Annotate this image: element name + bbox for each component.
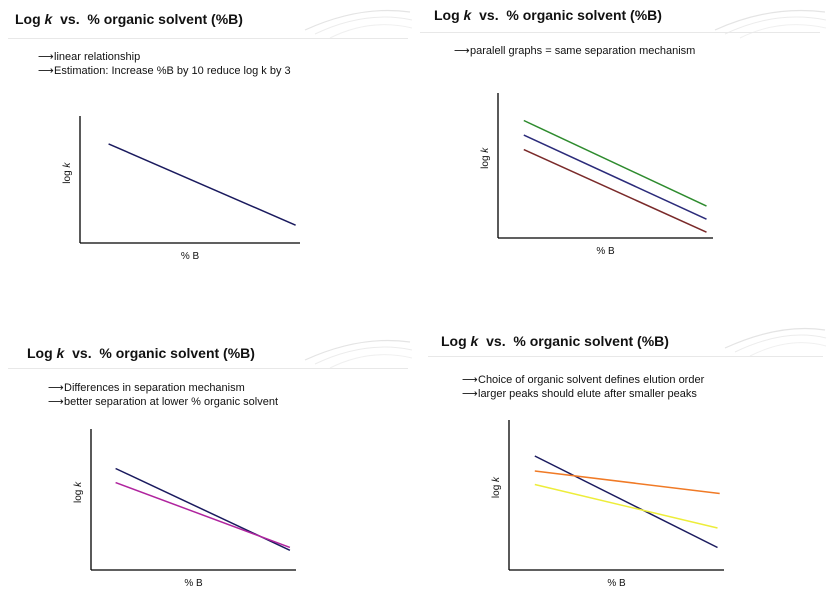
title-suffix: vs. % organic solvent (%B) bbox=[478, 333, 669, 349]
note-item: ⟶linear relationship bbox=[38, 50, 291, 64]
divider bbox=[8, 38, 408, 39]
series-line-2 bbox=[115, 481, 291, 549]
series-line-3 bbox=[523, 148, 707, 233]
note-item: ⟶Differences in separation mechanism bbox=[48, 381, 278, 395]
x-axis-label: % B bbox=[184, 578, 203, 589]
y-axis-label: log k bbox=[62, 162, 73, 184]
notes: ⟶linear relationship ⟶Estimation: Increa… bbox=[38, 50, 291, 78]
title-prefix: Log bbox=[434, 7, 464, 23]
x-axis-label: % B bbox=[181, 251, 200, 262]
note-text: Choice of organic solvent defines elutio… bbox=[478, 374, 705, 386]
panel-1: Log k vs. % organic solvent (%B) ⟶linear… bbox=[0, 0, 413, 300]
note-text: Differences in separation mechanism bbox=[64, 382, 245, 394]
panel-title: Log k vs. % organic solvent (%B) bbox=[441, 333, 669, 349]
panel-3: Log k vs. % organic solvent (%B) ⟶Differ… bbox=[0, 302, 413, 605]
series-line-1 bbox=[523, 119, 707, 207]
title-variable: k bbox=[56, 345, 65, 361]
arrow-icon: ⟶ bbox=[38, 51, 54, 63]
y-axis-label: log k bbox=[480, 147, 491, 169]
decorative-swoosh bbox=[304, 9, 413, 39]
decorative-swoosh bbox=[724, 327, 827, 357]
divider bbox=[8, 368, 408, 369]
note-item: ⟶Estimation: Increase %B by 10 reduce lo… bbox=[38, 64, 291, 78]
panel-4: Log k vs. % organic solvent (%B) ⟶Choice… bbox=[414, 302, 827, 605]
title-variable: k bbox=[44, 11, 53, 27]
arrow-icon: ⟶ bbox=[38, 65, 54, 77]
arrow-icon: ⟶ bbox=[462, 374, 478, 386]
note-item: ⟶Choice of organic solvent defines eluti… bbox=[462, 373, 704, 387]
panel-title: Log k vs. % organic solvent (%B) bbox=[15, 11, 243, 27]
y-axis-label: log k bbox=[73, 481, 84, 503]
notes: ⟶Differences in separation mechanism ⟶be… bbox=[48, 381, 278, 409]
note-text: better separation at lower % organic sol… bbox=[64, 396, 279, 408]
panel-title: Log k vs. % organic solvent (%B) bbox=[27, 345, 255, 361]
y-axis-label: log k bbox=[491, 476, 502, 498]
arrow-icon: ⟶ bbox=[48, 382, 64, 394]
title-suffix: vs. % organic solvent (%B) bbox=[52, 11, 243, 27]
note-text: larger peaks should elute after smaller … bbox=[478, 388, 697, 400]
title-suffix: vs. % organic solvent (%B) bbox=[471, 7, 662, 23]
series-line-2 bbox=[523, 134, 707, 220]
notes: ⟶paralell graphs = same separation mecha… bbox=[454, 44, 695, 58]
note-text: linear relationship bbox=[54, 51, 141, 63]
panel-title: Log k vs. % organic solvent (%B) bbox=[434, 7, 662, 23]
arrow-icon: ⟶ bbox=[48, 396, 64, 408]
note-text: Estimation: Increase %B by 10 reduce log… bbox=[54, 65, 291, 77]
x-axis-label: % B bbox=[596, 246, 615, 257]
note-text: paralell graphs = same separation mechan… bbox=[470, 45, 696, 57]
title-suffix: vs. % organic solvent (%B) bbox=[64, 345, 255, 361]
note-item: ⟶larger peaks should elute after smaller… bbox=[462, 387, 704, 401]
series-line-2 bbox=[534, 470, 720, 495]
title-prefix: Log bbox=[15, 11, 45, 27]
series-line-1 bbox=[108, 143, 296, 226]
series-line-3 bbox=[534, 483, 718, 529]
notes: ⟶Choice of organic solvent defines eluti… bbox=[462, 373, 704, 401]
divider bbox=[420, 32, 820, 33]
divider bbox=[428, 356, 823, 357]
panel-2: Log k vs. % organic solvent (%B) ⟶parale… bbox=[414, 0, 827, 300]
title-prefix: Log bbox=[441, 333, 471, 349]
title-prefix: Log bbox=[27, 345, 57, 361]
series-line-1 bbox=[534, 455, 718, 549]
arrow-icon: ⟶ bbox=[462, 388, 478, 400]
decorative-swoosh bbox=[714, 9, 827, 39]
note-item: ⟶paralell graphs = same separation mecha… bbox=[454, 44, 695, 58]
decorative-swoosh bbox=[304, 339, 413, 369]
title-variable: k bbox=[470, 333, 479, 349]
title-variable: k bbox=[463, 7, 472, 23]
arrow-icon: ⟶ bbox=[454, 45, 470, 57]
note-item: ⟶better separation at lower % organic so… bbox=[48, 395, 278, 409]
x-axis-label: % B bbox=[607, 578, 626, 589]
